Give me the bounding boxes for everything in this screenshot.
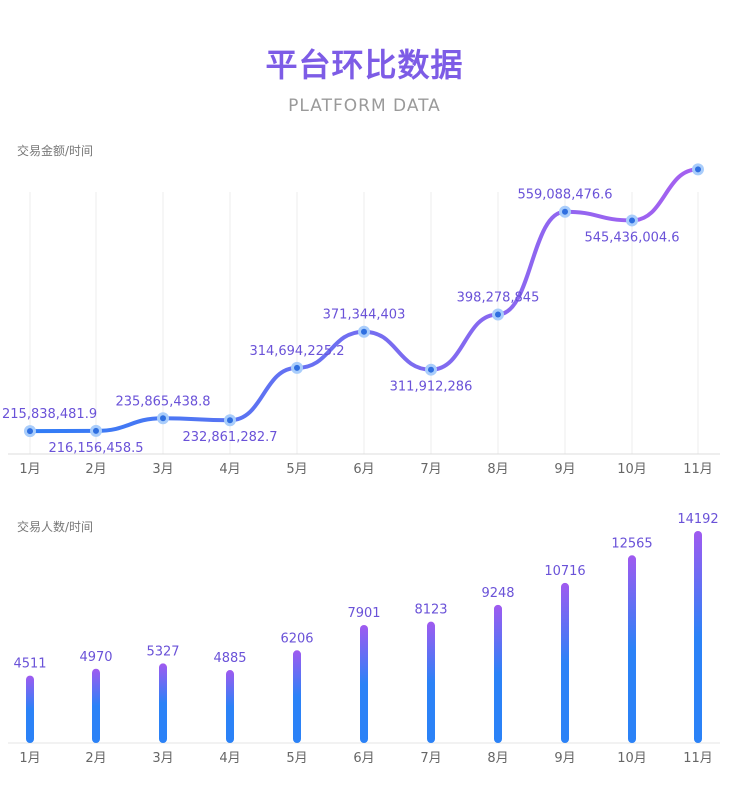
x-tick-label: 7月 [420,751,441,766]
data-point[interactable] [27,428,33,435]
data-label: 215,838,481.9 [2,407,97,422]
x-tick-label: 5月 [286,462,307,477]
bar-value-label: 5327 [146,644,179,659]
data-point[interactable] [294,364,300,371]
x-tick-label: 11月 [683,462,713,477]
x-tick-label: 10月 [617,751,647,766]
x-tick-label: 7月 [420,462,441,477]
data-label: 398,278,845 [457,290,540,305]
x-tick-label: 5月 [286,751,307,766]
x-tick-label: 3月 [152,462,173,477]
bar[interactable] [92,668,100,743]
bar[interactable] [226,670,234,743]
x-tick-label: 9月 [554,462,575,477]
bar-value-label: 8123 [414,603,447,618]
bar-value-label: 7901 [347,606,380,621]
data-point[interactable] [361,328,367,335]
bar-value-label: 10716 [544,564,585,579]
data-point[interactable] [227,417,233,424]
data-label: 314,694,225.2 [249,344,344,359]
bar[interactable] [159,663,167,743]
data-point[interactable] [495,311,501,318]
x-tick-label: 8月 [487,751,508,766]
x-tick-label: 8月 [487,462,508,477]
bar-value-label: 9248 [481,586,514,601]
x-tick-label: 10月 [617,462,647,477]
data-point[interactable] [629,217,635,224]
data-label: 232,861,282.7 [182,430,277,445]
bar[interactable] [494,604,502,743]
page-title: 平台环比数据 [265,46,464,84]
data-point[interactable] [93,427,99,434]
bar-value-label: 4970 [79,650,112,665]
bar[interactable] [561,582,569,743]
x-tick-label: 9月 [554,751,575,766]
x-tick-label: 1月 [19,751,40,766]
bar[interactable] [694,531,702,743]
bar[interactable] [26,675,34,743]
bar-value-label: 6206 [280,631,313,646]
bar-value-label: 4885 [213,651,246,666]
data-point[interactable] [562,208,568,215]
data-label: 235,865,438.8 [115,394,210,409]
amount-line-chart: 215,838,481.9 216,156,458.5 235,865,438.8 2… [2,160,721,477]
amount-chart-title: 交易金额/时间 [17,144,94,158]
x-tick-label: 2月 [85,751,106,766]
data-label: 371,344,403 [323,308,406,323]
x-tick-label: 6月 [353,462,374,477]
bar-value-label: 14192 [677,512,718,527]
x-tick-label: 6月 [353,751,374,766]
x-tick-label: 3月 [152,751,173,766]
data-point[interactable] [428,366,434,373]
data-label: 216,156,458.5 [48,441,143,456]
users-chart-title: 交易人数/时间 [17,520,94,534]
bar[interactable] [628,555,636,743]
x-tick-label: 11月 [683,751,713,766]
bar[interactable] [293,650,301,743]
bar-value-label: 4511 [13,657,46,672]
data-label: 545,436,004.6 [584,230,679,245]
data-label: 559,088,476.6 [517,188,612,203]
data-point[interactable] [160,415,166,422]
bar[interactable] [427,621,435,743]
x-tick-label: 2月 [85,462,106,477]
data-label: 311,912,286 [390,380,473,395]
data-point[interactable] [695,166,701,173]
x-tick-label: 4月 [219,751,240,766]
bar-value-label: 12565 [611,536,652,551]
bar[interactable] [360,624,368,743]
x-tick-label: 4月 [219,462,240,477]
users-bar-chart: 4511 4970 5327 4885 6206 7901 8123 9248 10716 125… [8,512,720,766]
page-subtitle: PLATFORM DATA [288,96,441,116]
x-tick-label: 1月 [19,462,40,477]
